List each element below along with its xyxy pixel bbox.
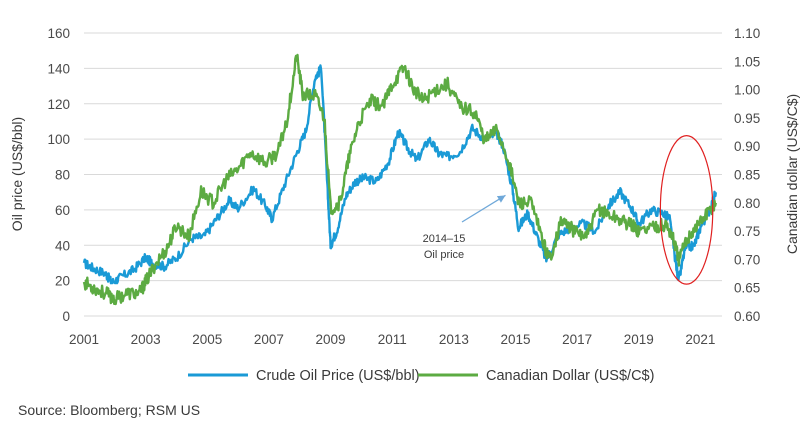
x-tick-label: 2021 bbox=[685, 332, 715, 347]
y2-tick-label: 0.90 bbox=[734, 139, 760, 154]
x-tick-label: 2001 bbox=[69, 332, 99, 347]
y2-tick-label: 0.85 bbox=[734, 168, 760, 183]
y-tick-label: 160 bbox=[47, 26, 70, 41]
x-tick-label: 2017 bbox=[562, 332, 592, 347]
legend-label-cad: Canadian Dollar (US$/C$) bbox=[486, 368, 654, 384]
y2-tick-label: 0.70 bbox=[734, 252, 760, 267]
x-tick-label: 2015 bbox=[500, 332, 530, 347]
y2-tick-label: 0.95 bbox=[734, 111, 760, 126]
y-tick-label: 100 bbox=[47, 132, 70, 147]
annotation-label-line2: Oil price bbox=[424, 249, 464, 261]
x-tick-label: 2011 bbox=[378, 332, 407, 347]
annotations: 2014–15 Oil price bbox=[423, 134, 714, 285]
y-axis-right-ticks: 0.60 0.65 0.70 0.75 0.80 0.85 0.90 0.95 1.00 1.05… bbox=[734, 26, 760, 324]
y2-tick-label: 0.60 bbox=[734, 309, 760, 324]
y2-tick-label: 0.80 bbox=[734, 196, 760, 211]
legend-label-oil: Crude Oil Price (US$/bbl) bbox=[256, 368, 420, 384]
y-tick-label: 140 bbox=[47, 61, 70, 76]
annotation-label-line1: 2014–15 bbox=[423, 233, 466, 245]
y-axis-left-ticks: 0 20 40 60 80 100 120 140 160 bbox=[47, 26, 70, 324]
series-lines bbox=[82, 53, 717, 306]
oil-price-line bbox=[82, 64, 717, 285]
y2-tick-label: 1.00 bbox=[734, 83, 760, 98]
x-tick-label: 2007 bbox=[254, 332, 284, 347]
source-note: Source: Bloomberg; RSM US bbox=[18, 402, 201, 418]
y-tick-label: 120 bbox=[47, 97, 70, 112]
gridlines bbox=[84, 32, 722, 317]
cad-line bbox=[82, 53, 717, 306]
x-tick-label: 2009 bbox=[316, 332, 346, 347]
annotation-arrow bbox=[461, 194, 506, 223]
x-tick-label: 2003 bbox=[131, 332, 161, 347]
y-tick-label: 0 bbox=[62, 309, 70, 324]
y-axis-left-title: Oil price (US$/bbl) bbox=[9, 117, 25, 231]
y2-tick-label: 0.65 bbox=[734, 281, 760, 296]
highlight-ellipse bbox=[659, 134, 714, 285]
y-tick-label: 60 bbox=[55, 203, 70, 218]
x-tick-label: 2013 bbox=[439, 332, 469, 347]
y-axis-right-title: Canadian dollar (US$/C$) bbox=[784, 94, 800, 254]
y-tick-label: 40 bbox=[55, 238, 70, 253]
x-tick-label: 2019 bbox=[624, 332, 654, 347]
x-tick-label: 2005 bbox=[192, 332, 222, 347]
y-tick-label: 80 bbox=[55, 168, 70, 183]
y2-tick-label: 0.75 bbox=[734, 224, 760, 239]
y2-tick-label: 1.10 bbox=[734, 26, 760, 41]
legend: Crude Oil Price (US$/bbl) Canadian Dolla… bbox=[188, 368, 654, 384]
y2-tick-label: 1.05 bbox=[734, 54, 760, 69]
y-tick-label: 20 bbox=[55, 274, 70, 289]
x-axis-ticks: 2001 2003 2005 2007 2009 2011 2013 2015 2017 2019… bbox=[69, 332, 715, 347]
